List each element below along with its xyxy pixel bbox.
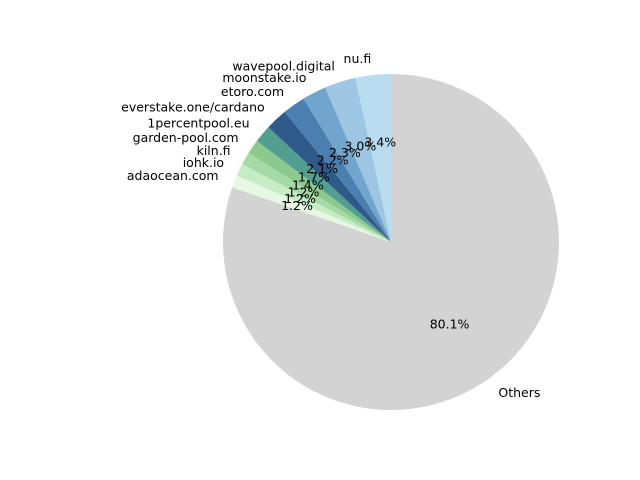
slice-label: garden-pool.com <box>133 130 239 145</box>
pct-label: 2.2% <box>317 152 349 167</box>
pct-label: 1.2% <box>281 198 313 213</box>
pct-label: 80.1% <box>430 317 470 332</box>
pie-slice-1percentpool-eu <box>256 127 391 242</box>
pie-slice-moonstake-io <box>303 87 391 242</box>
slice-label: everstake.one/cardano <box>121 100 265 115</box>
slice-labels: nu.fi wavepool.digitalmoonstake.ioetoro.c… <box>121 51 540 400</box>
pct-label: 1.2% <box>288 184 320 199</box>
pct-label: 2.3% <box>329 145 361 160</box>
pct-label: 3.4% <box>364 134 396 149</box>
pct-label: 1.7% <box>298 170 330 185</box>
slice-label: etoro.com <box>221 84 284 99</box>
pct-label: 2.1% <box>306 161 338 176</box>
pie-slice-garden-pool-com <box>248 140 391 242</box>
pie-slice-etoro-com <box>284 98 391 242</box>
pie-slice-adaocean-com <box>232 175 391 242</box>
pie-slice-others <box>223 74 559 410</box>
pie-slice-everstake-one-cardano <box>268 112 391 242</box>
pie-slice-kiln-fi <box>242 153 391 242</box>
pie-slice-nu-fi <box>355 74 391 242</box>
percentage-labels: 3.4%3.0%2.3%2.2%2.1%1.7%1.4%1.2%1.2%1.2%… <box>281 134 469 331</box>
slice-label: iohk.io <box>183 155 224 170</box>
slice-label: nu.fi <box>344 51 372 66</box>
pct-label: 1.2% <box>284 191 316 206</box>
pie-slice-wavepool-digital <box>325 77 391 242</box>
pie-slice-iohk-io <box>236 164 391 242</box>
slice-label: kiln.fi <box>197 143 231 158</box>
pie-slices <box>223 74 559 410</box>
pct-label: 1.4% <box>292 177 324 192</box>
slice-label: moonstake.io <box>222 70 306 85</box>
slice-label: adaocean.com <box>127 168 219 183</box>
pct-label: 3.0% <box>345 138 377 153</box>
slice-label: 1percentpool.eu <box>147 116 249 131</box>
slice-label: wavepool.digital <box>232 58 335 73</box>
slice-label: Others <box>498 385 540 400</box>
